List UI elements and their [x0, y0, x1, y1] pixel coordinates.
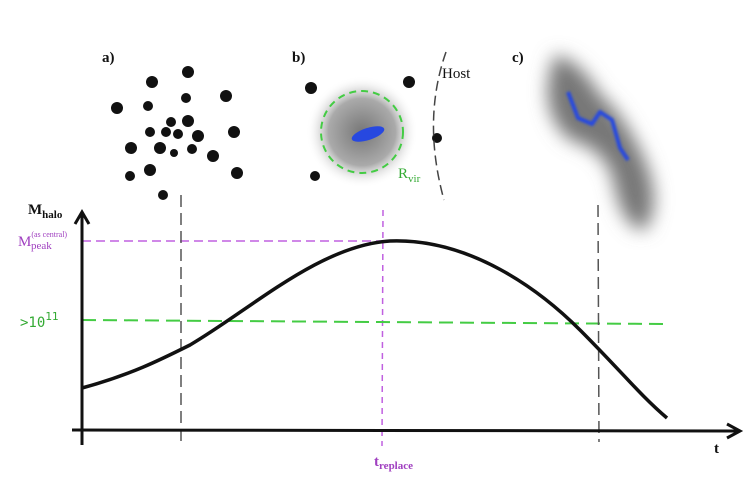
rvir-label: Rvir [398, 166, 421, 185]
threshold-label: >1011 [20, 310, 59, 331]
x-axis [71, 422, 744, 440]
mass-curve [81, 239, 669, 420]
stream [547, 55, 654, 230]
y-axis [73, 209, 91, 445]
host-label: Host [442, 66, 471, 82]
replace-label: treplace [374, 454, 413, 472]
host-boundary [432, 51, 447, 201]
particles [305, 76, 442, 181]
peak-label: M(as central) peak [18, 230, 67, 252]
particles [111, 66, 243, 200]
x-axis-label: t [714, 441, 719, 457]
virial-radius [320, 90, 404, 174]
panel-label: a) [102, 50, 115, 66]
y-axis-label: Mhalo [28, 202, 63, 221]
panel-label: c) [512, 50, 524, 66]
threshold-line [81, 319, 666, 325]
galaxy [566, 91, 630, 162]
replace-line [381, 209, 384, 447]
galaxy [351, 126, 385, 142]
panel-label: b) [292, 50, 305, 66]
epoch-line [597, 204, 600, 443]
